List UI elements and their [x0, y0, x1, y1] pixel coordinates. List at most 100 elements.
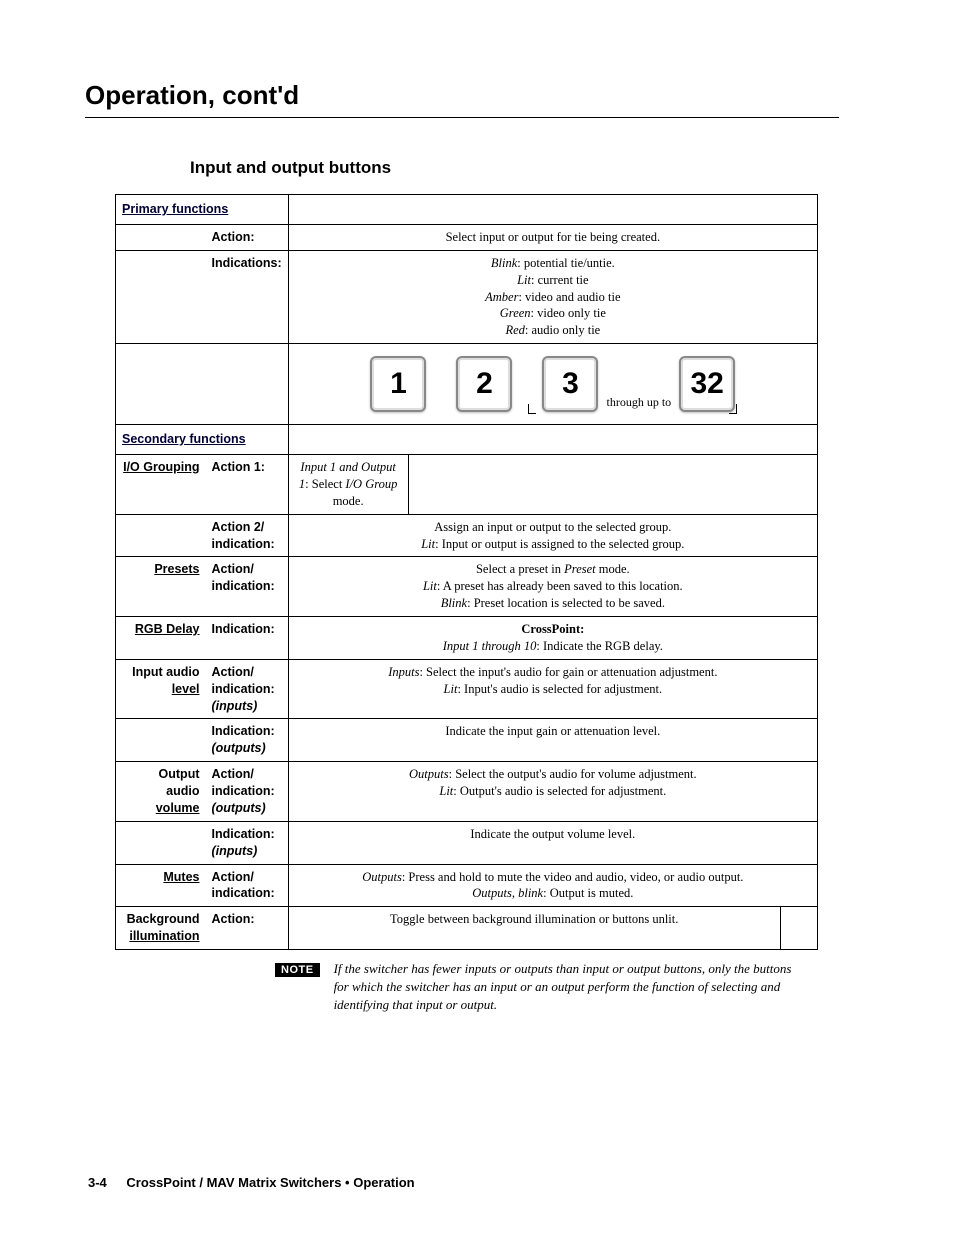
t: Outputs	[362, 870, 402, 884]
output-audio-attr1: Action/indication:(outputs)	[206, 762, 289, 822]
red-label: Red	[505, 323, 524, 337]
t: Input 1 through 10	[443, 639, 537, 653]
input-audio-attr1: Action/indication:(inputs)	[206, 659, 289, 719]
green-label: Green	[500, 306, 531, 320]
output-audio-desc2: Indicate the output volume level.	[288, 821, 817, 864]
amber-text: : video and audio tie	[518, 290, 620, 304]
rgb-delay-label: RGB Delay	[116, 617, 206, 660]
t: Lit	[421, 537, 435, 551]
t: Lit	[423, 579, 437, 593]
action-label: Action:	[206, 224, 289, 250]
presets-attr: Action/ indication:	[206, 557, 289, 617]
empty-label	[116, 821, 206, 864]
t: Lit	[444, 682, 458, 696]
amber-label: Amber	[485, 290, 518, 304]
footer-title: CrossPoint / MAV Matrix Switchers • Oper…	[126, 1175, 414, 1190]
t: Select a preset in	[476, 562, 564, 576]
t: : Input or output is assigned to the sel…	[435, 537, 684, 551]
note-text: If the switcher has fewer inputs or outp…	[334, 960, 794, 1015]
blink-label: Blink	[491, 256, 517, 270]
io-action1-desc: Input 1 and Output 1: Select I/O Group m…	[288, 455, 408, 515]
t: : Output is muted.	[543, 886, 633, 900]
io-action2-desc: Assign an input or output to the selecte…	[288, 514, 817, 557]
t: : Select the input's audio for gain or a…	[419, 665, 717, 679]
output-audio-attr2: Indication:(inputs)	[206, 821, 289, 864]
t: Input audio	[132, 665, 199, 679]
bg-illum-label: Background illumination	[116, 907, 206, 950]
mutes-desc: Outputs: Press and hold to mute the vide…	[288, 864, 817, 907]
t: Background	[127, 912, 200, 926]
io-grouping-label: I/O Grouping	[116, 455, 206, 515]
page-footer: 3-4 CrossPoint / MAV Matrix Switchers • …	[88, 1175, 415, 1190]
t: Outputs	[409, 767, 449, 781]
button-function-table: Primary functions Action: Select input o…	[115, 194, 818, 950]
t: mode.	[333, 494, 364, 508]
input-audio-attr2: Indication:(outputs)	[206, 719, 289, 762]
mutes-label: Mutes	[116, 864, 206, 907]
note-block: NOTE If the switcher has fewer inputs or…	[275, 960, 839, 1015]
empty-cell	[288, 425, 817, 455]
section-heading: Input and output buttons	[190, 158, 839, 178]
rgb-attr: Indication:	[206, 617, 289, 660]
empty-cell	[408, 455, 817, 515]
rgb-desc: CrossPoint: Input 1 through 10: Indicate…	[288, 617, 817, 660]
green-text: : video only tie	[531, 306, 606, 320]
red-text: : audio only tie	[525, 323, 600, 337]
empty-cell	[780, 907, 817, 950]
empty-cell	[288, 195, 817, 225]
t: : Select the output's audio for volume a…	[449, 767, 697, 781]
t: level	[172, 682, 200, 696]
t: : Input's audio is selected for adjustme…	[457, 682, 662, 696]
bg-desc: Toggle between background illumination o…	[288, 907, 780, 950]
empty-label	[116, 719, 206, 762]
t: CrossPoint:	[521, 622, 584, 636]
presets-label: Presets	[116, 557, 206, 617]
button-3: 3	[542, 356, 598, 412]
empty-label	[116, 224, 206, 250]
t: : Indicate the RGB delay.	[536, 639, 663, 653]
primary-functions-header: Primary functions	[116, 195, 289, 225]
through-label: through up to	[606, 394, 671, 412]
empty-label	[116, 514, 206, 557]
t: : Preset location is selected to be save…	[467, 596, 665, 610]
action1-label: Action 1:	[206, 455, 289, 515]
output-audio-desc1: Outputs: Select the output's audio for v…	[288, 762, 817, 822]
bg-attr: Action:	[206, 907, 289, 950]
indications-label: Indications:	[206, 250, 289, 343]
action-desc: Select input or output for tie being cre…	[288, 224, 817, 250]
t: volume	[156, 801, 200, 815]
t: : Output's audio is selected for adjustm…	[453, 784, 666, 798]
t: : A preset has already been saved to thi…	[437, 579, 683, 593]
input-audio-desc2: Indicate the input gain or attenuation l…	[288, 719, 817, 762]
note-badge: NOTE	[275, 963, 320, 977]
secondary-functions-header: Secondary functions	[116, 425, 289, 455]
t: : Press and hold to mute the video and a…	[402, 870, 744, 884]
presets-desc: Select a preset in Preset mode. Lit: A p…	[288, 557, 817, 617]
t: mode.	[596, 562, 630, 576]
input-audio-label: Input audio level	[116, 659, 206, 719]
t: Lit	[439, 784, 453, 798]
empty-label	[116, 250, 206, 343]
t: Blink	[441, 596, 467, 610]
input-audio-desc1: Inputs: Select the input's audio for gai…	[288, 659, 817, 719]
through-text: through up to	[606, 395, 671, 409]
lit-text: : current tie	[531, 273, 589, 287]
button-32: 32	[679, 356, 735, 412]
page-number: 3-4	[88, 1175, 107, 1190]
t: I/O Group	[345, 477, 397, 491]
indications-desc: Blink: potential tie/untie. Lit: current…	[288, 250, 817, 343]
empty-cell	[116, 344, 289, 425]
button-2: 2	[456, 356, 512, 412]
t: illumination	[129, 929, 199, 943]
output-audio-label: Output audiovolume	[116, 762, 206, 822]
lit-label: Lit	[517, 273, 531, 287]
action2-label: Action 2/ indication:	[206, 514, 289, 557]
blink-text: : potential tie/untie.	[517, 256, 615, 270]
t: Inputs	[388, 665, 419, 679]
mutes-attr: Action/ indication:	[206, 864, 289, 907]
button-1: 1	[370, 356, 426, 412]
t: Preset	[564, 562, 595, 576]
button-diagram: 1 2 3 through up to 32	[288, 344, 817, 425]
t: Assign an input or output to the selecte…	[434, 520, 671, 534]
t: : Select	[305, 477, 345, 491]
